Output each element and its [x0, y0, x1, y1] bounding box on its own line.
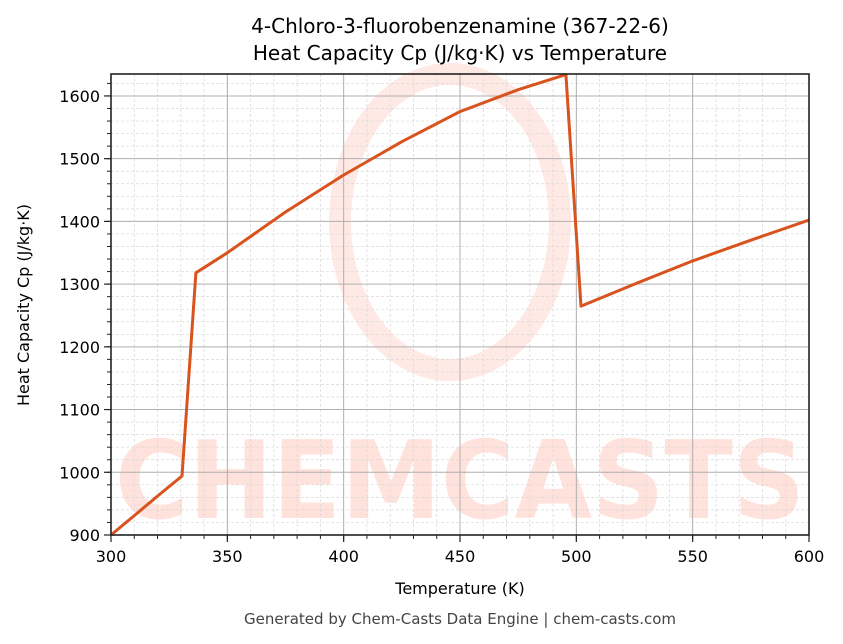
x-axis-label: Temperature (K) — [394, 579, 524, 598]
chart-title: 4-Chloro-3-fluorobenzenamine (367-22-6) — [251, 14, 669, 38]
cp-line — [110, 73, 810, 537]
y-tick-label: 1300 — [59, 275, 100, 294]
y-tick-label: 1100 — [59, 401, 100, 420]
tick-labels: 300 350 400 450 500 550 600 900 1000 1100 1200 1300… — [59, 87, 824, 566]
y-tick-label: 1400 — [59, 212, 100, 231]
x-tick-label: 600 — [794, 547, 825, 566]
x-tick-label: 300 — [96, 547, 127, 566]
y-tick-label: 900 — [69, 526, 100, 545]
x-tick-label: 500 — [561, 547, 592, 566]
y-tick-label: 1200 — [59, 338, 100, 357]
x-tick-label: 350 — [212, 547, 243, 566]
y-tick-label: 1000 — [59, 463, 100, 482]
data-series — [110, 73, 810, 537]
y-tick-label: 1600 — [59, 87, 100, 106]
footer-credit: Generated by Chem-Casts Data Engine | ch… — [244, 610, 676, 628]
axis-ticks — [104, 82, 810, 542]
x-tick-label: 400 — [328, 547, 359, 566]
y-tick-label: 1500 — [59, 150, 100, 169]
x-tick-label: 450 — [445, 547, 476, 566]
y-axis-label: Heat Capacity Cp (J/kg·K) — [14, 204, 33, 406]
chart-subtitle: Heat Capacity Cp (J/kg·K) vs Temperature — [253, 41, 667, 65]
x-tick-label: 550 — [677, 547, 708, 566]
